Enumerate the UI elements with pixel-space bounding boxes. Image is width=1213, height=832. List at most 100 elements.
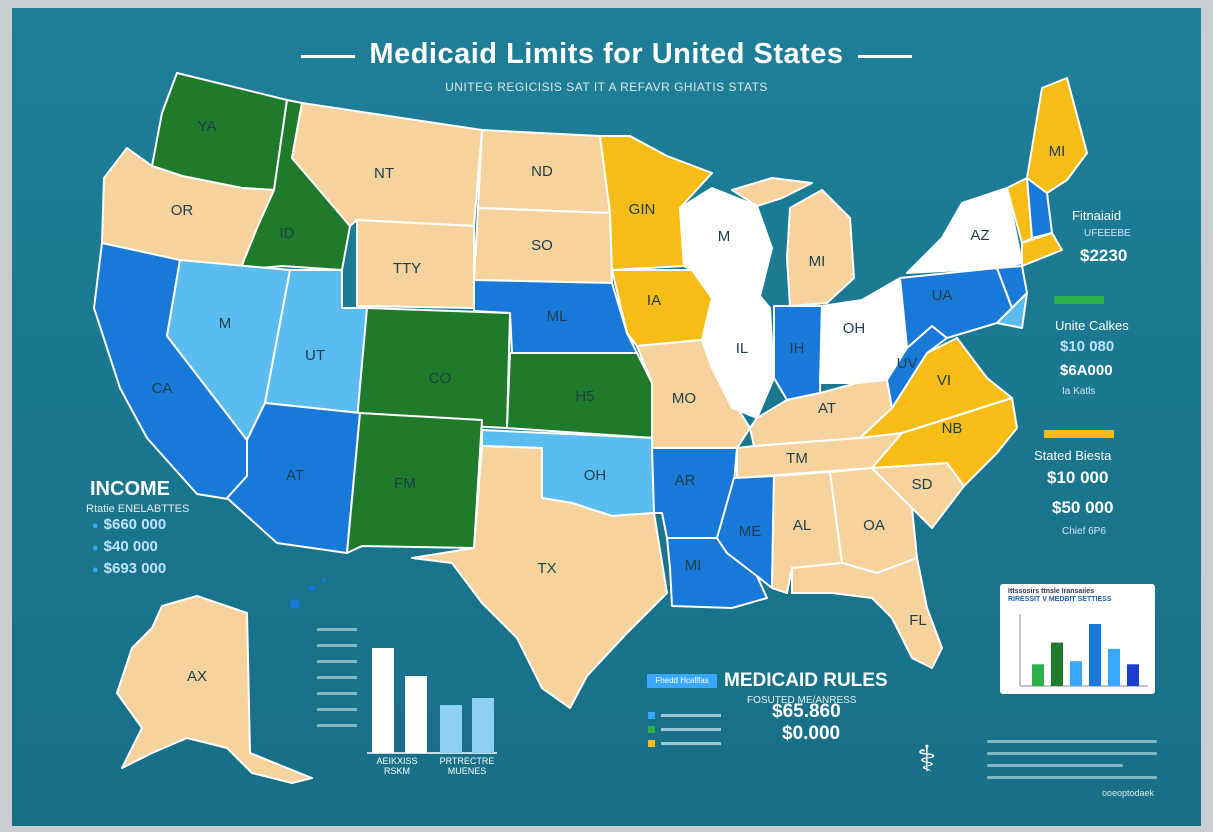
- legend-item-1: [648, 708, 721, 722]
- footer-tag: ooeoptodaek: [1102, 788, 1155, 798]
- state-mt-label: NT: [374, 165, 394, 182]
- page-subtitle: UNITEG REGICISIS SAT IT A REFAVR GHIATIS…: [445, 80, 768, 94]
- state-nd[interactable]: ND: [477, 129, 611, 214]
- state-nm-label: FM: [394, 475, 416, 492]
- state-ok-label: OH: [584, 467, 607, 484]
- rules-value-2: $0.000: [782, 723, 841, 744]
- state-me-label: MI: [1049, 143, 1066, 160]
- state-ia-label: IA: [647, 292, 661, 309]
- state-ny[interactable]: AZ: [906, 187, 1023, 274]
- title-rule-right: [857, 55, 912, 58]
- state-oh-label: OH: [843, 320, 866, 337]
- state-wy[interactable]: TTY: [356, 219, 475, 309]
- state-ut-label: UT: [305, 347, 325, 364]
- bottom-bar-chart: [367, 648, 497, 754]
- mini-chart-bar: [1070, 661, 1082, 686]
- legend-item-3: [648, 736, 721, 750]
- state-fl-label: FL: [909, 612, 927, 629]
- accent-bar-green: [1054, 296, 1104, 304]
- state-co-label: CO: [429, 370, 452, 387]
- state-in-label: IH: [790, 340, 805, 357]
- state-sd-label: SO: [531, 237, 553, 254]
- state-tn-label: TM: [786, 450, 808, 467]
- state-ks[interactable]: H5: [506, 352, 655, 439]
- income-row-2: ● $40 000: [92, 538, 158, 555]
- right-value-1: $2230: [1080, 246, 1128, 265]
- state-ne-label: ML: [547, 308, 568, 325]
- state-mi[interactable]: MI: [731, 177, 855, 307]
- fine-print: [987, 740, 1157, 788]
- right-small-2: Ia Katls: [1062, 386, 1096, 397]
- state-mn-label: GIN: [629, 201, 656, 218]
- income-subtitle: Rtatie ENELABTTES: [86, 503, 190, 515]
- state-wa-label: YA: [198, 118, 217, 135]
- income-row-1: ● $660 000: [92, 516, 167, 533]
- state-oh[interactable]: OH: [819, 277, 908, 384]
- right-value-3: $6A000: [1060, 362, 1113, 379]
- state-ut[interactable]: UT: [264, 269, 368, 414]
- state-mt[interactable]: NT: [291, 102, 483, 227]
- mini-chart-bar: [1051, 642, 1063, 686]
- right-small-1: UFEEEBE: [1084, 228, 1131, 239]
- right-heading-2: Unite Calkes: [1055, 318, 1129, 333]
- state-ia[interactable]: IA: [611, 269, 713, 347]
- rules-subtitle: FOSUTED ME/ANRESS: [747, 695, 857, 706]
- state-id-label: ID: [280, 225, 295, 242]
- state-ny-label: AZ: [970, 227, 989, 244]
- state-ga-label: OA: [863, 517, 885, 534]
- state-wi-label: M: [718, 228, 731, 245]
- title-rule-left: [301, 55, 356, 58]
- state-nc[interactable]: NB: [871, 397, 1018, 487]
- bar-4: [472, 698, 494, 753]
- state-mi-label: MI: [809, 253, 826, 270]
- accent-bar-yellow: [1044, 430, 1114, 438]
- state-mo-label: MO: [672, 390, 696, 407]
- mini-chart-bar: [1127, 664, 1139, 686]
- state-or[interactable]: OR: [101, 147, 275, 271]
- mini-chart-title: Ittssosirs ttnsle Iransaiies: [1008, 588, 1094, 595]
- right-value-5: $50 000: [1052, 498, 1114, 517]
- state-sc-label: SD: [912, 476, 933, 493]
- right-heading-3: Stated Biesta: [1034, 448, 1112, 463]
- state-al-label: AL: [793, 517, 811, 534]
- title-area: Medicaid Limits for United States: [12, 38, 1201, 71]
- right-heading-1: Fitnaiaid: [1072, 208, 1122, 223]
- mini-chart: Ittssosirs ttnsle Iransaiies RIRESSIT V …: [1000, 584, 1155, 694]
- income-row-3: ● $693 000: [92, 560, 167, 577]
- state-in[interactable]: IH: [773, 305, 823, 401]
- state-ky-label: AT: [818, 400, 836, 417]
- state-nd-label: ND: [531, 163, 553, 180]
- legend-item-2: [648, 722, 721, 736]
- state-pa[interactable]: UA: [899, 267, 1013, 349]
- right-small-3: Chief 6P6: [1062, 526, 1106, 537]
- state-va[interactable]: VI: [859, 337, 1013, 439]
- state-tx[interactable]: TX: [411, 445, 668, 709]
- mini-chart-subtitle: RIRESSIT V MEDBIT SETTIESS: [1008, 596, 1112, 603]
- bar-chart-label-right: PRTRECTRE MUENES: [439, 756, 495, 776]
- right-value-2: $10 080: [1060, 338, 1115, 355]
- state-nc-label: NB: [942, 420, 963, 437]
- state-pa-label: UA: [932, 287, 953, 304]
- income-title: INCOME: [90, 478, 170, 500]
- bar-1: [372, 648, 394, 753]
- bar-2: [405, 676, 427, 753]
- state-sd[interactable]: SO: [473, 207, 613, 284]
- right-value-4: $10 000: [1047, 468, 1109, 487]
- state-wv-label: UV: [897, 355, 918, 372]
- state-co[interactable]: CO: [356, 307, 511, 429]
- page-title-text: Medicaid Limits for United States: [369, 38, 844, 70]
- state-nm[interactable]: FM: [346, 412, 483, 554]
- state-la-label: MI: [685, 557, 702, 574]
- state-or-label: OR: [171, 202, 194, 219]
- state-me[interactable]: MI: [1026, 77, 1088, 194]
- state-fl[interactable]: FL: [791, 557, 943, 669]
- mini-chart-bar: [1032, 664, 1044, 686]
- bar-chart-axis-text: [317, 628, 357, 727]
- state-ks-label: H5: [575, 388, 594, 405]
- rules-tag: Fhedd Hcallfas: [647, 674, 717, 688]
- state-ak[interactable]: AX: [116, 595, 313, 784]
- caduceus-icon: ⚕: [917, 738, 937, 779]
- state-wy-label: TTY: [393, 260, 421, 277]
- rules-legend: [648, 708, 721, 750]
- rules-title: MEDICAID RULES: [724, 670, 888, 691]
